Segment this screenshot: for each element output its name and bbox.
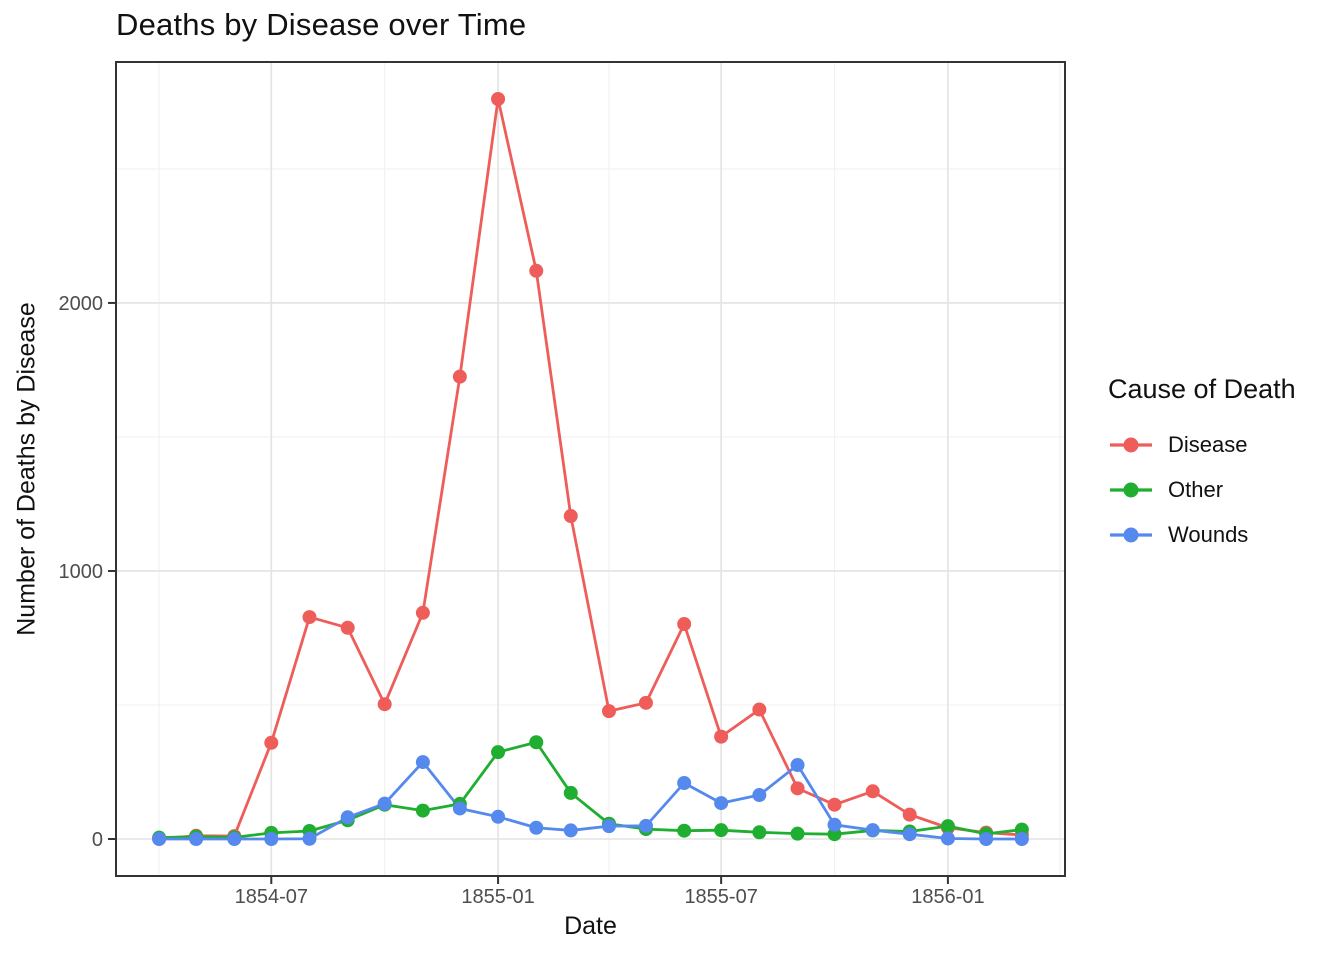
y-tick-label: 2000 bbox=[59, 293, 104, 315]
data-point-other bbox=[415, 803, 430, 818]
data-point-disease bbox=[264, 735, 279, 750]
x-tick-label: 1855-07 bbox=[684, 886, 757, 908]
data-point-other bbox=[940, 819, 955, 834]
panel-background bbox=[116, 62, 1065, 876]
x-tick-label: 1856-01 bbox=[911, 886, 984, 908]
legend-entry-label: Disease bbox=[1168, 431, 1248, 457]
legend-entries: Disease Other Wounds bbox=[1108, 422, 1296, 557]
data-point-other bbox=[491, 745, 506, 760]
data-point-disease bbox=[638, 695, 653, 710]
data-point-wounds bbox=[865, 823, 880, 838]
legend-entry-label: Other bbox=[1168, 476, 1224, 502]
data-point-wounds bbox=[227, 832, 242, 847]
data-point-disease bbox=[377, 697, 392, 712]
y-tick-label: 0 bbox=[92, 829, 103, 851]
y-axis-label: Number of Deaths by Disease bbox=[12, 302, 41, 636]
data-point-disease bbox=[865, 784, 880, 799]
data-point-wounds bbox=[563, 823, 578, 838]
data-point-disease bbox=[415, 605, 430, 620]
data-point-wounds bbox=[302, 831, 317, 846]
legend-key-icon bbox=[1110, 482, 1152, 497]
data-point-wounds bbox=[902, 827, 917, 842]
data-point-wounds bbox=[638, 818, 653, 833]
data-point-disease bbox=[452, 369, 467, 384]
data-point-disease bbox=[563, 509, 578, 524]
data-point-wounds bbox=[529, 820, 544, 835]
x-tick-label: 1854-07 bbox=[235, 886, 308, 908]
chart-title: Deaths by Disease over Time bbox=[116, 7, 527, 42]
data-point-disease bbox=[340, 620, 355, 635]
data-point-wounds bbox=[189, 832, 204, 847]
legend: Cause of Death Disease Other Wounds bbox=[1108, 374, 1296, 557]
data-point-wounds bbox=[979, 832, 994, 847]
data-point-disease bbox=[902, 807, 917, 822]
data-point-other bbox=[714, 823, 729, 838]
data-point-wounds bbox=[827, 817, 842, 832]
panel-border bbox=[115, 61, 1066, 877]
data-point-disease bbox=[491, 91, 506, 106]
data-point-disease bbox=[302, 610, 317, 625]
data-point-disease bbox=[529, 263, 544, 278]
legend-title: Cause of Death bbox=[1108, 374, 1296, 404]
y-tick-label: 1000 bbox=[59, 561, 104, 583]
data-point-other bbox=[752, 825, 767, 840]
data-point-wounds bbox=[790, 758, 805, 773]
data-point-wounds bbox=[491, 809, 506, 824]
legend-entry-other: Other bbox=[1108, 467, 1296, 512]
x-axis-label: Date bbox=[564, 912, 617, 940]
data-point-wounds bbox=[752, 788, 767, 803]
data-point-wounds bbox=[152, 832, 167, 847]
data-point-wounds bbox=[340, 810, 355, 825]
data-point-disease bbox=[827, 797, 842, 812]
data-point-disease bbox=[677, 617, 692, 632]
data-point-wounds bbox=[940, 831, 955, 846]
data-point-wounds bbox=[601, 819, 616, 834]
data-point-disease bbox=[790, 781, 805, 796]
data-point-wounds bbox=[714, 796, 729, 811]
legend-entry-label: Wounds bbox=[1168, 521, 1249, 547]
legend-entry-wounds: Wounds bbox=[1108, 512, 1296, 557]
data-point-disease bbox=[714, 729, 729, 744]
legend-key-icon bbox=[1110, 527, 1152, 542]
x-tick-label: 1855-01 bbox=[461, 886, 534, 908]
data-point-other bbox=[563, 785, 578, 800]
series-line-disease bbox=[157, 97, 1024, 841]
data-point-other bbox=[790, 826, 805, 841]
data-point-wounds bbox=[377, 796, 392, 811]
data-point-other bbox=[677, 823, 692, 838]
data-point-disease bbox=[601, 704, 616, 719]
data-point-disease bbox=[752, 702, 767, 717]
data-point-wounds bbox=[415, 755, 430, 770]
legend-key-icon bbox=[1110, 437, 1152, 452]
data-point-wounds bbox=[677, 775, 692, 790]
data-point-other bbox=[529, 735, 544, 750]
data-point-wounds bbox=[1014, 832, 1029, 847]
data-point-wounds bbox=[452, 801, 467, 816]
legend-entry-disease: Disease bbox=[1108, 422, 1296, 467]
data-point-wounds bbox=[264, 832, 279, 847]
